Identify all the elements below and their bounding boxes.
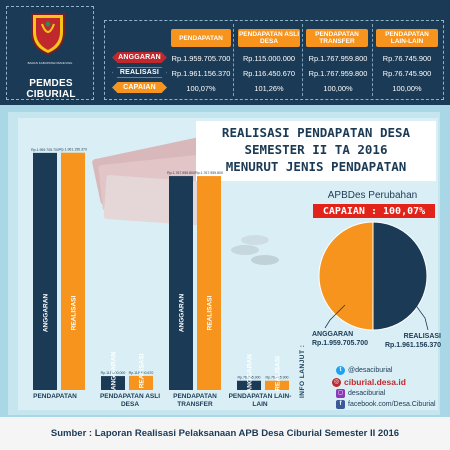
logo-frame (6, 6, 94, 100)
category-label: PENDAPATAN LAIN-LAIN (228, 393, 292, 408)
title-line: SEMESTER II TA 2016 (244, 142, 388, 157)
value-cell: 100,00% (392, 84, 422, 93)
bar-data-label: Rp.1.767.959.800 (167, 171, 195, 175)
category-label: PENDAPATAN ASLI DESA (99, 393, 161, 408)
bar-realisasi (197, 176, 221, 390)
bar-anggaran (33, 152, 57, 390)
pie-label-value: Rp.1.961.156.370 (384, 342, 441, 349)
divider (302, 24, 303, 96)
bar-anggaran (101, 376, 125, 390)
value-cell: 100,07% (186, 84, 216, 93)
category-label: PENDAPATAN TRANSFER (173, 393, 217, 408)
twitter-handle: @desaciburial (348, 367, 393, 374)
source-footer: Sumber : Laporan Realisasi Pelaksanaan A… (0, 417, 450, 450)
bar-data-label: Rp.1.961.156.370 (59, 148, 87, 152)
col-head-lain-lain: PENDAPATAN LAIN-LAIN (376, 29, 438, 47)
value-cell: 100,00% (323, 84, 353, 93)
title-box (196, 121, 436, 181)
bar-data-label: Rp.115.000.000 (101, 371, 126, 375)
pie-heading: APBDes Perubahan (327, 190, 418, 201)
pie-slice-realisasi (372, 221, 428, 331)
pie-label-text: ANGGARAN (312, 331, 354, 338)
row-label-capaian: CAPAIAN (112, 82, 167, 93)
value-cell: Rp.1.961.156.370 (171, 69, 231, 78)
value-cell: 101,26% (254, 84, 284, 93)
globe-icon: ◎ (332, 377, 341, 387)
twitter-contact[interactable]: t @desaciburial (336, 366, 392, 375)
category-label: PENDAPATAN (33, 393, 77, 400)
bar-anggaran (237, 380, 261, 390)
bar-data-label: Rp.76.745.900 (238, 376, 261, 380)
row-label-anggaran: ANGGARAN (112, 52, 167, 63)
bar-series-label: REALISASI (275, 356, 282, 391)
value-cell: Rp.76.745.900 (382, 69, 432, 78)
instagram-icon: ◻ (336, 389, 345, 398)
bar-series-label: ANGGARAN (111, 352, 118, 391)
value-cell: Rp.76.745.900 (382, 54, 432, 63)
bar-data-label: Rp.76.745.900 (266, 376, 289, 380)
bar-data-label: Rp.1.959.705.700 (31, 148, 59, 152)
facebook-contact[interactable]: f facebook.com/Desa.Ciburial (336, 400, 436, 409)
facebook-url: facebook.com/Desa.Ciburial (348, 401, 436, 408)
bar-realisasi (129, 375, 153, 390)
bar-series-label: REALISASI (207, 295, 214, 330)
bar-data-label: Rp.116.450.670 (129, 371, 154, 375)
col-head-asli-desa: PENDAPATAN ASLI DESA (238, 29, 300, 47)
leader-line (411, 299, 429, 331)
col-head-transfer: PENDAPATAN TRANSFER (306, 29, 368, 47)
org-text: BADAN KABUPATEN BANDUNG (27, 61, 73, 65)
header-band (0, 0, 450, 105)
bar-anggaran (169, 176, 193, 390)
bar-realisasi (265, 380, 289, 390)
pie-label-anggaran: ANGGARAN Rp.1.959.705.700 (312, 330, 368, 348)
bar-data-label: Rp.1.767.959.800 (195, 171, 223, 175)
pie-label-value: Rp.1.959.705.700 (312, 340, 369, 347)
value-cell: Rp.1.767.959.800 (308, 69, 368, 78)
website-link[interactable]: ◎ ciburial.desa.id (332, 377, 406, 387)
bar-series-label: REALISASI (139, 353, 146, 388)
website-text: ciburial.desa.id (344, 377, 406, 387)
value-cell: Rp.115.000.000 (242, 54, 296, 63)
facebook-icon: f (336, 400, 345, 409)
capaian-banner: CAPAIAN : 100,07% (313, 204, 435, 218)
bar-realisasi (61, 152, 85, 390)
value-cell: Rp.1.767.959.800 (308, 54, 368, 63)
info-lanjut-label: INFO LANJUT : (299, 344, 306, 398)
chart-title: REALISASI PENDAPATAN DESA SEMESTER II TA… (198, 124, 434, 175)
twitter-icon: t (336, 366, 345, 375)
crest-icon (31, 13, 65, 56)
row-label-realisasi: REALISASI (112, 67, 167, 78)
divider (372, 24, 373, 96)
summary-table-frame (104, 20, 444, 100)
value-cell: Rp.1.959.705.700 (171, 54, 231, 63)
pie-slice-anggaran (318, 221, 374, 331)
bar-series-label: ANGGARAN (43, 294, 50, 333)
leader-line (324, 304, 346, 329)
col-head-pendapatan: PENDAPATAN (171, 29, 231, 47)
title-line: MENURUT JENIS PENDAPATAN (225, 159, 407, 174)
pie-label-realisasi: REALISASI Rp.1.961.156.370 (383, 332, 441, 350)
instagram-contact[interactable]: ◻ desaciburial (336, 389, 385, 398)
divider (233, 24, 234, 96)
pie-label-text: REALISASI (403, 333, 441, 340)
bar-series-label: ANGGARAN (247, 354, 254, 393)
value-cell: Rp.116.450.670 (242, 69, 296, 78)
pemdes-title: PEMDES CIBURIAL (26, 78, 76, 100)
instagram-handle: desaciburial (348, 390, 386, 397)
title-line: REALISASI PENDAPATAN DESA (221, 125, 411, 140)
bar-series-label: REALISASI (71, 295, 78, 330)
bar-series-label: ANGGARAN (179, 294, 186, 333)
